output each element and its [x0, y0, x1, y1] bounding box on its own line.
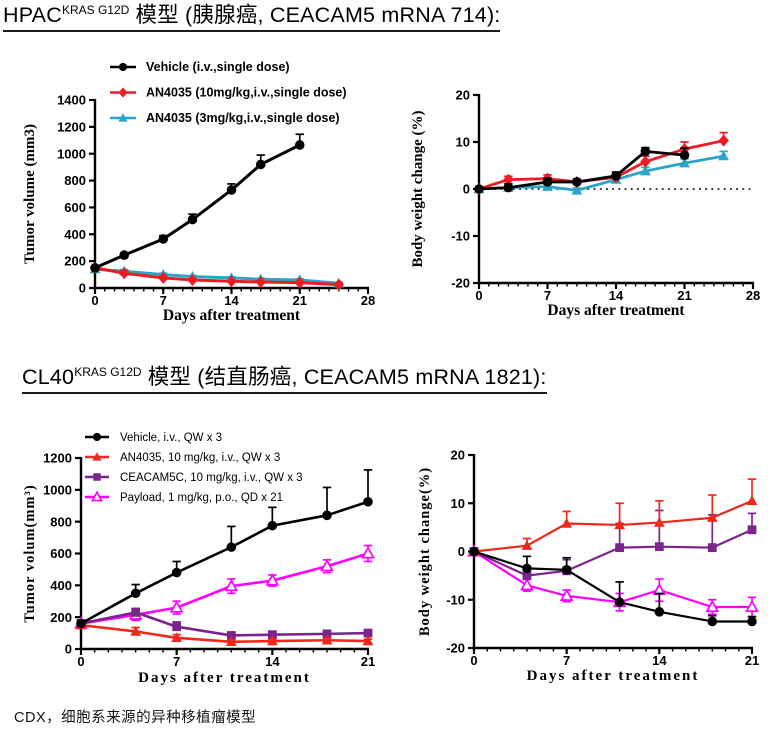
- y-tick-label: 1000: [57, 146, 86, 161]
- cl40-model-descriptor: 模型 (结直肠癌, CEACAM5 mRNA 1821):: [141, 365, 547, 389]
- x-tick-label: 21: [745, 653, 759, 668]
- y-tick-label: -20: [446, 641, 465, 656]
- x-tick-label: 28: [361, 293, 375, 308]
- y-tick-label: 20: [451, 448, 465, 463]
- x-tick-label: 7: [160, 293, 167, 308]
- chart-hpac-tumor-volume: 0 7 14 21 28 0 200 400 600 800 1000 1200 1400 Tumor v…: [22, 60, 375, 324]
- legend-item: Payload, 1 mg/kg, p.o., QD x 21: [85, 490, 283, 504]
- x-tick-label: 28: [746, 288, 760, 303]
- y-tick-label: 1400: [57, 93, 86, 108]
- series-circle: [469, 546, 757, 627]
- y-axis-title: Body weight change(%): [417, 467, 433, 636]
- x-tick-label: 21: [293, 293, 307, 308]
- legend-item: Vehicle, i.v., QW x 3: [85, 432, 222, 444]
- section-title-cl40: CL40KRAS G12D 模型 (结直肠癌, CEACAM5 mRNA 182…: [22, 364, 547, 394]
- x-tick-label: 0: [470, 653, 477, 668]
- x-tick-label: 14: [265, 654, 280, 669]
- x-tick-label: 0: [91, 293, 98, 308]
- x-axis-title: Days after treatment: [547, 302, 685, 319]
- y-tick-label: 0: [463, 182, 470, 197]
- y-tick-label: 0: [458, 544, 465, 559]
- x-tick-label: 14: [224, 293, 239, 308]
- y-tick-label: 10: [451, 496, 465, 511]
- y-axis-title: Tumor volume (mm3): [22, 124, 38, 264]
- series-circle: [474, 146, 690, 194]
- x-tick-label: 0: [475, 288, 482, 303]
- hpac-model-descriptor: 模型 (胰腺癌, CEACAM5 mRNA 714):: [129, 3, 501, 27]
- x-tick-label: 14: [609, 288, 624, 303]
- series-triangle-open: [467, 544, 759, 618]
- legend-item: AN4035 (10mg/kg,i.v.,single dose): [110, 86, 347, 100]
- x-tick-label: 14: [652, 653, 667, 668]
- footnote-cdx-definition: CDX，细胞系来源的异种移植瘤模型: [14, 710, 257, 726]
- y-tick-label: 20: [456, 88, 470, 103]
- legend-item-label: AN4035 (10mg/kg,i.v.,single dose): [146, 86, 347, 100]
- cl40-model-genotype: KRAS G12D: [74, 364, 142, 379]
- legend-item: CEACAM5C, 10 mg/kg, i.v., QW x 3: [85, 472, 303, 484]
- x-tick-label: 21: [677, 288, 691, 303]
- series-circle: [90, 133, 305, 273]
- x-tick-label: 7: [563, 653, 570, 668]
- y-tick-label: 400: [64, 227, 86, 242]
- y-tick-label: 800: [50, 514, 72, 529]
- chart-cl40-body-weight: 0 7 14 21 -20 -10 0 10 20 Body weight change(%) Da…: [417, 448, 759, 684]
- y-tick-label: 1200: [43, 451, 72, 466]
- legend-item-label: Payload, 1 mg/kg, p.o., QD x 21: [120, 492, 283, 504]
- y-tick-label: 400: [50, 578, 72, 593]
- y-tick-label: 0: [79, 281, 86, 296]
- x-axis-title: Days after treatment: [527, 668, 700, 684]
- series-circle: [76, 469, 373, 629]
- x-axis-title: Days after treatment: [163, 307, 301, 324]
- y-axis-title: Tumor volum(mm³): [22, 484, 38, 622]
- chart-cl40-tumor-volume: 0 7 14 21 0 200 400 600 800 1000 1200 Tumor volum(m…: [22, 432, 375, 686]
- chart-hpac-body-weight: 0 7 14 21 28 -20 -10 0 10 20 Body weight change (%…: [410, 88, 760, 319]
- cl40-model-name: CL40: [22, 365, 75, 389]
- y-axis-title: Body weight change (%): [410, 110, 426, 267]
- legend-item-label: CEACAM5C, 10 mg/kg, i.v., QW x 3: [120, 472, 303, 484]
- y-tick-label: -20: [451, 276, 470, 291]
- y-tick-label: 1000: [43, 482, 72, 497]
- y-tick-label: 1200: [57, 119, 86, 134]
- section-title-hpac: HPACKRAS G12D 模型 (胰腺癌, CEACAM5 mRNA 714)…: [3, 2, 501, 32]
- x-tick-label: 7: [544, 288, 551, 303]
- y-tick-label: 600: [64, 200, 86, 215]
- y-tick-label: -10: [451, 229, 470, 244]
- y-tick-label: 200: [50, 610, 72, 625]
- y-tick-label: -10: [446, 592, 465, 607]
- legend-item-label: AN4035, 10 mg/kg, i.v., QW x 3: [120, 452, 280, 464]
- legend-item-label: AN4035 (3mg/kg,i.v.,single dose): [146, 111, 340, 125]
- x-tick-label: 7: [173, 654, 180, 669]
- legend-item-label: Vehicle, i.v., QW x 3: [120, 432, 222, 444]
- legend-item: Vehicle (i.v.,single dose): [110, 60, 290, 74]
- hpac-model-name: HPAC: [3, 3, 62, 27]
- y-tick-label: 600: [50, 546, 72, 561]
- legend-item: AN4035 (3mg/kg,i.v.,single dose): [110, 111, 340, 125]
- series-square: [76, 607, 373, 640]
- y-tick-label: 10: [456, 135, 470, 150]
- series-diamond: [89, 261, 344, 291]
- hpac-model-genotype: KRAS G12D: [61, 2, 130, 17]
- y-tick-label: 800: [64, 173, 86, 188]
- legend-item-label: Vehicle (i.v.,single dose): [146, 60, 290, 74]
- y-tick-label: 200: [64, 254, 86, 269]
- y-tick-label: 0: [65, 642, 72, 657]
- x-tick-label: 0: [77, 654, 84, 669]
- legend-item: AN4035, 10 mg/kg, i.v., QW x 3: [85, 452, 280, 464]
- x-tick-label: 21: [361, 654, 375, 669]
- x-axis-title: Days after treatment: [138, 670, 311, 686]
